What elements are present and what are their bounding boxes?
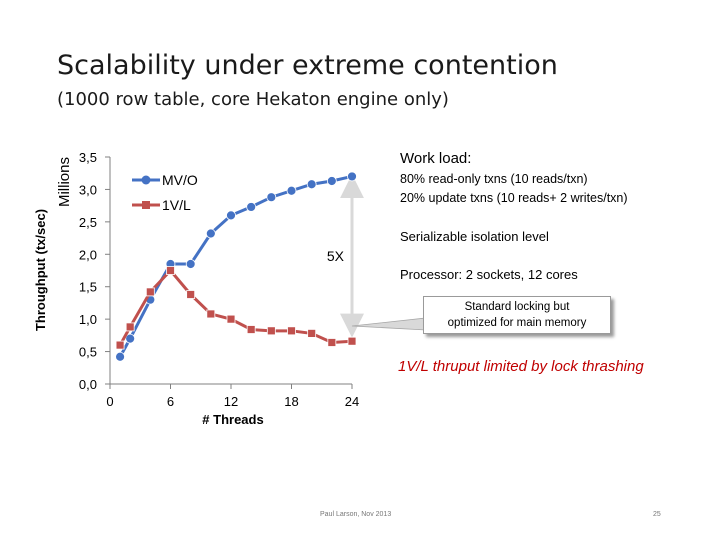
chart-series-layer [115,171,357,362]
data-point-1vl [226,314,236,324]
footer-author: Paul Larson, Nov 2013 [320,511,392,518]
y-tick-label: 2,0 [79,247,97,262]
legend-label: 1V/L [162,197,191,213]
data-point-mvo [226,210,236,221]
y-axis-label: Throughput (tx/sec) [33,209,48,331]
x-tick-label: 6 [167,394,174,409]
lock-thrashing-note: 1V/L thruput limited by lock thrashing [398,358,644,375]
series-line-1vl [118,268,353,346]
callout-pointer [351,317,427,331]
data-point-1vl [246,325,256,334]
data-point-mvo [115,351,125,362]
y-tick-label: 0,0 [79,377,97,392]
data-point-1vl [206,309,216,319]
y-tick-label: 2,5 [79,215,97,230]
y-axis-unit: Millions [56,157,73,207]
data-point-mvo [246,202,257,212]
y-tick-label: 3,0 [79,182,97,197]
data-point-mvo [286,185,297,196]
x-tick-label: 12 [224,394,238,409]
data-point-1vl [166,266,175,275]
data-point-mvo [125,333,136,344]
data-point-1vl [145,287,155,297]
data-point-1vl [186,290,196,299]
isolation-level-text: Serializable isolation level [400,229,549,244]
ratio-arrow-layer: 5X [327,174,427,338]
data-point-mvo [306,179,317,190]
workload-line-update: 20% update txns (10 reads+ 2 writes/txn) [400,191,628,205]
y-tick-label: 1,0 [79,312,97,327]
callout-line-1: Standard locking but [464,301,570,313]
y-tick-label: 0,5 [79,345,97,360]
x-tick-label: 0 [106,394,113,409]
data-point-mvo [205,228,216,239]
x-tick-label: 24 [345,394,359,409]
ratio-label: 5X [327,248,345,264]
data-point-mvo [266,192,277,203]
data-point-mvo [326,176,337,186]
data-point-1vl [125,322,135,332]
page-number: 25 [653,511,661,518]
data-point-1vl [327,338,337,347]
x-tick-label: 18 [284,394,298,409]
locking-callout: Standard locking but optimized for main … [423,296,611,334]
y-tick-label: 3,5 [79,150,97,165]
data-point-mvo [185,259,196,269]
data-point-1vl [115,340,125,350]
data-point-1vl [266,326,276,336]
workload-title: Work load: [400,150,472,167]
slide-subtitle: (1000 row table, core Hekaton engine onl… [57,89,449,110]
chart-legend: MV/O 1V/L [132,172,198,213]
slide-title: Scalability under extreme contention [57,50,558,81]
data-point-mvo [347,171,357,182]
data-point-1vl [347,336,357,346]
workload-line-read: 80% read-only txns (10 reads/txn) [400,172,588,186]
chart-axes [105,156,353,389]
data-point-1vl [287,326,296,336]
legend-label: MV/O [162,172,198,188]
chart-tick-labels: 0,0 0,5 1,0 1,5 2,0 2,5 3,0 3,5 0 6 12 18 24 [79,150,359,409]
callout-line-2: optimized for main memory [447,317,587,329]
y-tick-label: 1,5 [79,280,97,295]
legend-marker [141,175,151,185]
processor-text: Processor: 2 sockets, 12 cores [400,267,578,282]
legend-marker [142,201,150,209]
data-point-1vl [307,329,317,338]
x-axis-label: # Threads [202,412,263,427]
